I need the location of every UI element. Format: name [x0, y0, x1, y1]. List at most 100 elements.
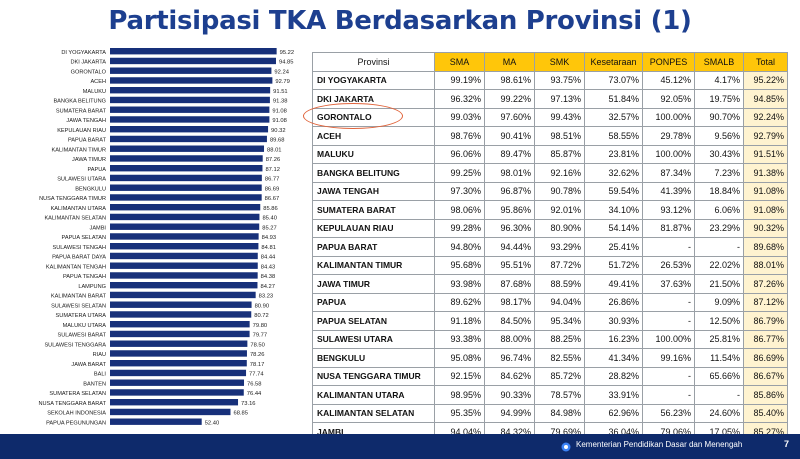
bar-category-label: DI YOGYAKARTA [61, 50, 106, 56]
table-value-cell: 91.38% [743, 163, 788, 183]
bar-value-label: 87.26 [266, 157, 281, 163]
table-value-cell: 59.54% [584, 181, 643, 201]
table-value-cell: 98.06% [434, 200, 485, 220]
bar [110, 282, 258, 289]
bar-value-label: 87.12 [265, 167, 280, 173]
table-value-cell: 9.56% [694, 126, 744, 146]
bar-value-label: 77.74 [249, 372, 264, 378]
bar-chart: DI YOGYAKARTA 95.22 DKI JAKARTA 94.85 GORONT… [38, 48, 295, 426]
table-value-cell: 95.08% [434, 348, 485, 368]
table-value-cell: 89.68% [743, 237, 788, 257]
bar [110, 311, 252, 318]
bar-value-label: 78.26 [250, 352, 265, 358]
bar-value-label: 52.40 [205, 420, 220, 426]
table-value-cell: 26.53% [642, 255, 695, 275]
table-value-cell: 90.33% [484, 385, 535, 405]
bar-category-label: DKI JAKARTA [70, 60, 106, 66]
bar-value-label: 84.93 [262, 235, 277, 241]
bar [110, 262, 258, 269]
table-value-cell: 98.17% [484, 292, 535, 312]
bar-category-label: PAPUA PEGUNUNGAN [46, 420, 106, 426]
table-value-cell: 19.75% [694, 89, 744, 109]
table-value-cell: - [642, 237, 695, 257]
bar [110, 213, 260, 221]
table-header-row: Provinsi SMA MA SMK Kesetaraan PONPES SMALB Tot… [312, 52, 788, 72]
bar-category-label: SULAWESI TENGGARA [44, 342, 106, 348]
table-province-cell: KALIMANTAN TIMUR [312, 255, 435, 275]
table-value-cell: 86.67% [743, 366, 788, 386]
bar-value-label: 78.17 [250, 362, 265, 368]
bar-value-label: 85.27 [262, 225, 277, 231]
bar-value-label: 83.23 [259, 294, 274, 300]
bar-value-label: 76.44 [247, 391, 262, 397]
bar-value-label: 84.27 [260, 284, 275, 290]
bar-category-label: GORONTALO [71, 69, 107, 75]
table-value-cell: 23.29% [694, 218, 744, 238]
bar-value-label: 88.01 [267, 147, 282, 153]
table-value-cell: 24.60% [694, 403, 744, 423]
bar-value-label: 91.08 [272, 108, 287, 114]
bar-value-label: 95.22 [280, 50, 295, 56]
table-value-cell: 99.22% [484, 89, 535, 109]
bar [110, 155, 263, 162]
bar-category-label: SULAWESI SELATAN [51, 303, 106, 309]
table-value-cell: 22.02% [694, 255, 744, 275]
table-value-cell: 92.24% [743, 107, 788, 127]
table-value-cell: 95.34% [534, 311, 585, 331]
bar-category-label: SEKOLAH INDONESIA [47, 411, 106, 417]
bar-category-label: PAPUA BARAT DAYA [52, 255, 106, 261]
table-row: GORONTALO 99.03% 97.60% 99.43% 32.57% 100.00%… [312, 107, 788, 127]
table-value-cell: 95.86% [484, 200, 535, 220]
bar-value-label: 79.80 [253, 323, 268, 329]
table-value-cell: 86.69% [743, 348, 788, 368]
table-value-cell: 100.00% [642, 107, 695, 127]
table-value-cell: 94.85% [743, 89, 788, 109]
table-value-cell: 88.01% [743, 255, 788, 275]
table-header-cell: PONPES [642, 52, 695, 72]
bar-category-label: RIAU [93, 352, 106, 358]
table-value-cell: 30.93% [584, 311, 643, 331]
ministry-logo-icon [561, 442, 571, 452]
table-value-cell: 81.87% [642, 218, 695, 238]
table-value-cell: 96.32% [434, 89, 485, 109]
province-table: Provinsi SMA MA SMK Kesetaraan PONPES SMALB Tot… [312, 52, 788, 442]
table-value-cell: 85.72% [534, 366, 585, 386]
table-row: DI YOGYAKARTA 99.19% 98.61% 93.75% 73.07% 45.… [312, 70, 788, 90]
bar [110, 369, 247, 377]
bar [110, 379, 245, 386]
bar-category-label: NUSA TENGGARA BARAT [38, 401, 106, 407]
table-value-cell: 90.78% [534, 181, 585, 201]
table-value-cell: 99.03% [434, 107, 485, 127]
table-value-cell: - [642, 385, 695, 405]
table-row: PAPUA SELATAN 91.18% 84.50% 95.34% 30.93% -12… [312, 311, 788, 331]
table-value-cell: 65.66% [694, 366, 744, 386]
bar [110, 204, 261, 211]
bar-category-label: KALIMANTAN SELATAN [44, 216, 106, 222]
bar-value-label: 73.16 [241, 401, 256, 407]
table-value-cell: 6.06% [694, 200, 744, 220]
bar-value-label: 90.32 [271, 128, 286, 134]
bar [110, 272, 258, 279]
table-value-cell: 95.22% [743, 70, 788, 90]
table-value-cell: 18.84% [694, 181, 744, 201]
table-province-cell: PAPUA SELATAN [312, 311, 435, 331]
table-row: BANGKA BELITUNG 99.25% 98.01% 92.16% 32.62% 8… [312, 163, 788, 183]
table-value-cell: 9.09% [694, 292, 744, 312]
table-province-cell: ACEH [312, 126, 435, 146]
table-value-cell: 100.00% [642, 329, 695, 349]
bar [110, 165, 263, 172]
table-value-cell: 94.04% [534, 292, 585, 312]
bar [110, 67, 272, 74]
table-value-cell: 56.23% [642, 403, 695, 423]
table-value-cell: 37.63% [642, 274, 695, 294]
table-value-cell: 93.38% [434, 329, 485, 349]
bar-value-label: 84.38 [261, 274, 276, 280]
table-value-cell: 89.47% [484, 144, 535, 164]
table-value-cell: 34.10% [584, 200, 643, 220]
bar [110, 360, 247, 367]
page-number: 7 [784, 439, 790, 449]
bar-value-label: 92.24 [274, 69, 289, 75]
bar [110, 184, 262, 191]
table-value-cell: 87.72% [534, 255, 585, 275]
